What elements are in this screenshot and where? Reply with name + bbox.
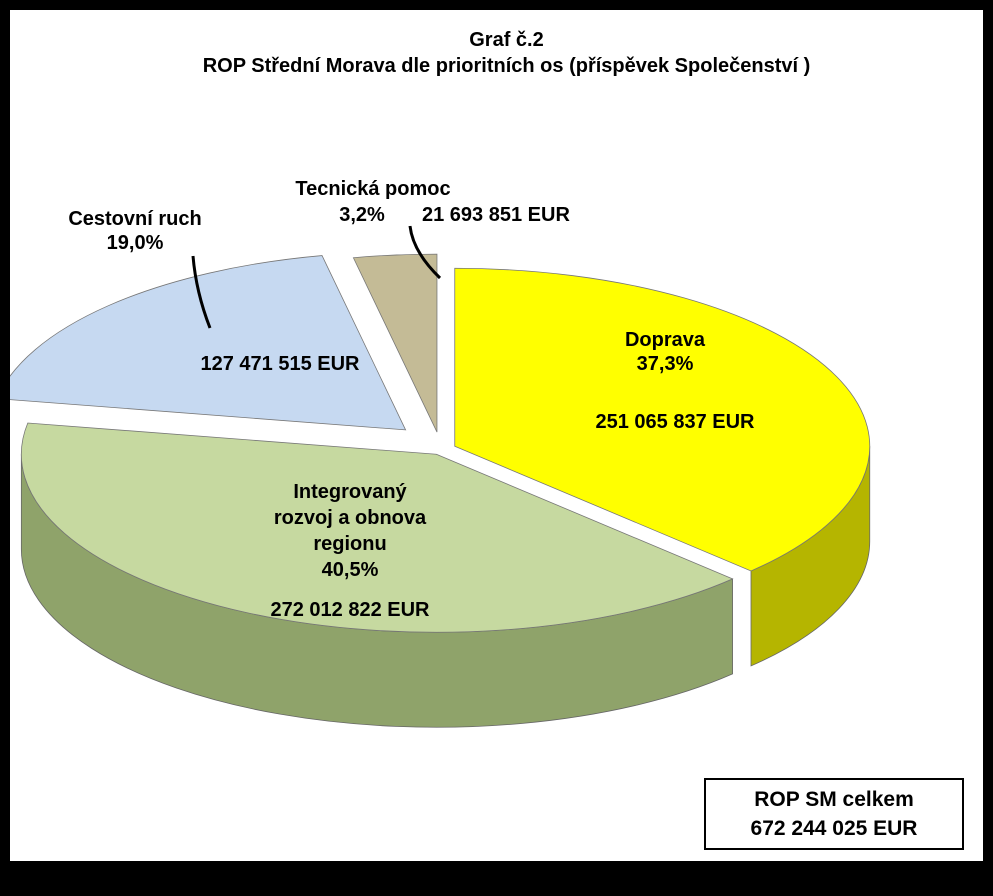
slice-name-technicka-pomoc: Tecnická pomoc bbox=[295, 178, 451, 200]
slice-name-integrovany-line1: Integrovaný bbox=[293, 481, 407, 503]
slice-percent-cestovni-ruch: 19,0% bbox=[106, 232, 164, 254]
slice-name-integrovany-line2: rozvoj a obnova bbox=[273, 507, 427, 529]
slice-percent-doprava: 37,3% bbox=[636, 353, 694, 375]
slice-name-doprava: Doprava bbox=[624, 329, 706, 351]
slice-name-cestovni-ruch: Cestovní ruch bbox=[68, 208, 202, 230]
chart-title: Graf č.2 bbox=[469, 29, 544, 51]
pie-chart bbox=[10, 225, 871, 728]
pie-slice-top bbox=[10, 255, 407, 431]
total-value: 672 244 025 EUR bbox=[750, 817, 918, 840]
slice-value-cestovni-ruch: 127 471 515 EUR bbox=[200, 353, 360, 375]
leader-line-cestovni-ruch bbox=[191, 255, 212, 329]
slice-percent-technicka-pomoc: 3,2% bbox=[339, 204, 385, 226]
chart-frame: Graf č.2 ROP Střední Morava dle prioritn… bbox=[10, 10, 983, 861]
pie-slice-top bbox=[352, 253, 438, 433]
total-label: ROP SM celkem bbox=[754, 788, 914, 811]
slice-value-technicka-pomoc: 21 693 851 EUR bbox=[422, 204, 570, 226]
pie-slice-top bbox=[20, 422, 734, 633]
leader-line-technicka-pomoc bbox=[408, 225, 442, 280]
slice-name-integrovany-line3: regionu bbox=[313, 533, 387, 555]
total-box: ROP SM celkem 672 244 025 EUR bbox=[704, 778, 964, 850]
chart-subtitle: ROP Střední Morava dle prioritních os (p… bbox=[202, 55, 811, 77]
pie-tops bbox=[10, 253, 871, 633]
slice-value-doprava: 251 065 837 EUR bbox=[595, 411, 755, 433]
slice-percent-integrovany: 40,5% bbox=[321, 559, 379, 581]
slice-value-integrovany: 272 012 822 EUR bbox=[270, 599, 430, 621]
pie-slice-top bbox=[454, 267, 871, 572]
